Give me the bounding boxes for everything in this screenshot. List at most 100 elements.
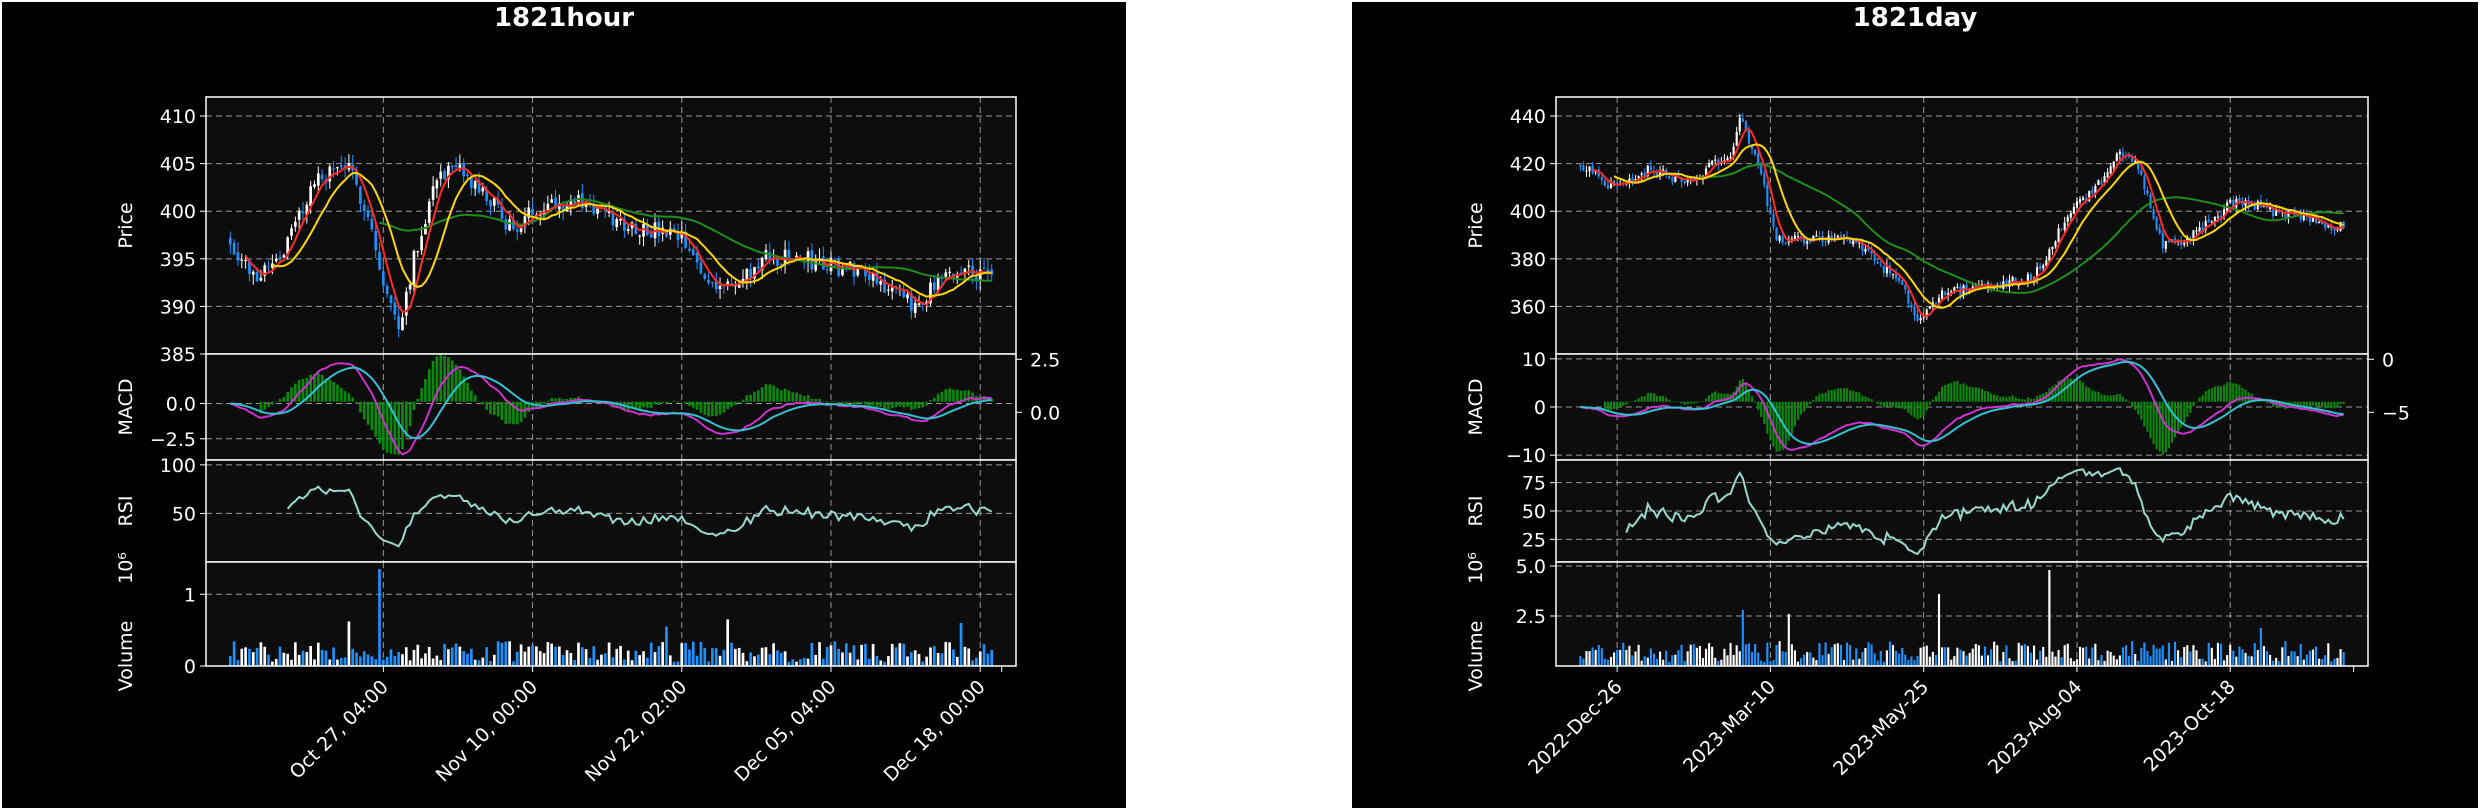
macd-histogram-bar: [764, 384, 768, 402]
macd-histogram-bar: [2302, 401, 2305, 407]
candle-body: [875, 272, 879, 284]
macd-histogram-bar: [699, 401, 703, 413]
macd-histogram-bar: [649, 401, 653, 408]
candle-body: [619, 218, 622, 221]
volume-bar: [1625, 649, 1628, 666]
y-tick-label: 440: [1510, 106, 1546, 128]
macd-histogram-bar: [1803, 401, 1806, 412]
volume-bar: [531, 645, 534, 666]
candle-body: [1692, 177, 1695, 180]
volume-bar: [718, 655, 722, 666]
macd-histogram-bar: [550, 398, 554, 402]
candle-body: [726, 281, 730, 286]
macd-histogram-bar: [294, 383, 297, 402]
macd-histogram-bar: [2134, 401, 2137, 410]
macd-histogram-bar: [829, 401, 833, 402]
macd-histogram-bar: [542, 401, 546, 404]
volume-bar: [435, 655, 439, 666]
macd-histogram-bar: [638, 401, 642, 411]
volume-bar: [860, 644, 863, 666]
candle-body: [2164, 241, 2167, 249]
volume-bar: [2324, 655, 2327, 666]
volume-bar: [2161, 645, 2164, 666]
macd-histogram-bar: [1787, 401, 1790, 441]
macd-histogram-bar: [2189, 401, 2192, 413]
candle-body: [910, 293, 913, 311]
candle-body: [508, 219, 511, 231]
volume-bar: [588, 658, 592, 666]
volume-bar: [844, 643, 848, 666]
volume-bar: [1830, 647, 1833, 666]
candle-body: [1904, 285, 1907, 290]
volume-bar: [424, 653, 427, 666]
macd-histogram-bar: [561, 399, 565, 402]
candle-body: [462, 162, 466, 177]
volume-bar: [1974, 643, 1977, 666]
macd-histogram-bar: [2272, 401, 2275, 407]
candle-body: [787, 250, 791, 260]
macd-histogram-bar: [1904, 401, 1907, 410]
candle-body: [1643, 172, 1646, 177]
candle-body: [2232, 199, 2235, 207]
candle-body: [2173, 238, 2177, 241]
volume-bar: [1613, 652, 1616, 666]
y-tick-label: −10: [1506, 445, 1546, 467]
volume-bar: [1879, 651, 1882, 666]
candle-body: [393, 302, 397, 315]
macd-histogram-bar: [932, 397, 936, 402]
macd-histogram-bar: [1888, 401, 1892, 408]
volume-bar: [2008, 658, 2011, 666]
candle-body: [2115, 153, 2118, 161]
volume-bar: [1665, 650, 1668, 666]
candle-body: [2342, 221, 2345, 229]
candle-body: [2131, 156, 2134, 162]
candle-body: [1910, 304, 1913, 308]
candle-body: [2183, 242, 2186, 245]
volume-bar: [1609, 656, 1613, 666]
candle-body: [1855, 240, 1858, 243]
volume-bar: [2339, 649, 2342, 666]
volume-bar: [500, 642, 504, 666]
volume-bar: [680, 643, 684, 666]
macd-histogram-bar: [1603, 401, 1606, 410]
candle-body: [569, 199, 573, 206]
macd-histogram-bar: [1790, 401, 1793, 434]
candle-body: [2029, 274, 2033, 282]
candle-body: [366, 210, 370, 217]
macd-histogram-bar: [2032, 398, 2036, 402]
macd-histogram-bar: [2238, 384, 2241, 402]
volume-bar: [2005, 645, 2008, 666]
candle-body: [1600, 176, 1603, 180]
candle-body: [504, 219, 508, 230]
macd-histogram-bar: [1993, 394, 1996, 402]
volume-bar: [2321, 658, 2324, 666]
macd-histogram-bar: [2155, 401, 2158, 450]
macd-histogram-bar: [925, 401, 928, 406]
volume-bar: [412, 649, 416, 666]
moving-average-short: [1592, 128, 2344, 318]
macd-histogram-bar: [2333, 401, 2336, 409]
volume-bar: [1925, 645, 1928, 666]
volume-bar: [251, 652, 255, 666]
volume-bar: [875, 655, 879, 666]
volume-bar: [320, 649, 324, 666]
volume-bar: [1928, 656, 1931, 666]
volume-bar: [2002, 651, 2005, 666]
candle-body: [408, 284, 412, 290]
macd-histogram-bar: [1950, 382, 1953, 402]
macd-line: [1580, 358, 2344, 451]
candle-body: [228, 237, 232, 245]
volume-bar: [1931, 651, 1934, 666]
volume-bar: [282, 652, 286, 666]
macd-histogram-bar: [711, 401, 714, 417]
candle-body: [825, 269, 829, 271]
macd-histogram-bar: [1723, 393, 1726, 402]
candle-body: [944, 272, 948, 278]
macd-histogram-bar: [860, 401, 863, 403]
y-axis-label: RSI: [115, 496, 137, 527]
volume-bar: [1717, 660, 1720, 666]
macd-histogram-bar: [351, 397, 355, 402]
macd-histogram-bar: [1720, 393, 1723, 402]
candle-body: [890, 287, 894, 292]
candle-body: [2127, 155, 2131, 158]
